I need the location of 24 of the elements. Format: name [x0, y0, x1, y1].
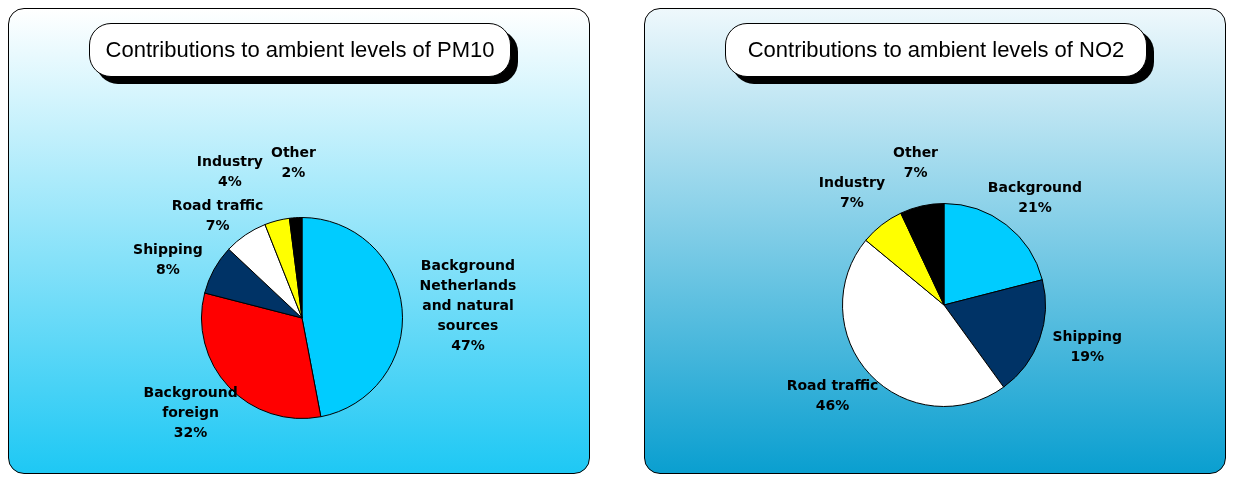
data-label: 47%: [451, 337, 485, 354]
data-label: 8%: [156, 261, 180, 278]
slice-label: Other: [270, 144, 317, 161]
slice-label: Background: [987, 178, 1083, 195]
slice-label: Road traffic: [786, 376, 879, 393]
slice-label: Other: [893, 144, 939, 161]
data-label: 2%: [281, 164, 306, 181]
data-label: 32%: [173, 423, 208, 440]
chart-title: Contributions to ambient levels of NO2: [725, 23, 1147, 77]
slice-label: Shipping: [133, 241, 203, 258]
data-label: 21%: [1018, 198, 1052, 215]
slice-label: Road traffic: [171, 197, 264, 214]
data-label: 7%: [840, 193, 864, 210]
chart-title: Contributions to ambient levels of PM10: [89, 23, 511, 77]
data-label: 46%: [815, 396, 850, 413]
data-label: 4%: [217, 173, 242, 190]
slice-label: Background Netherlands and natural sources: [419, 257, 517, 334]
slice-label: Shipping: [1052, 328, 1123, 345]
slice-label: Industry: [196, 153, 263, 170]
data-label: 7%: [903, 164, 928, 181]
data-label: 7%: [205, 217, 230, 234]
slice-label: Background foreign: [143, 383, 238, 420]
data-label: 19%: [1070, 348, 1105, 365]
slice-label: Industry: [818, 173, 886, 190]
